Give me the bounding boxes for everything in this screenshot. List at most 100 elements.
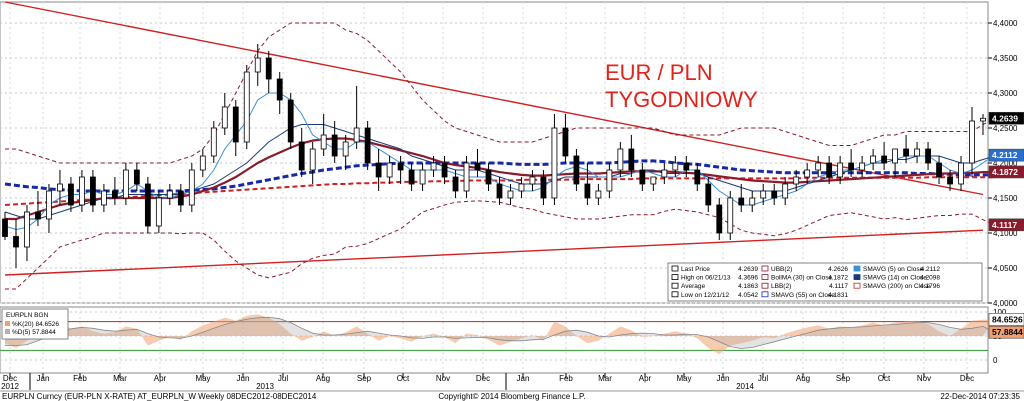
x-tick-label: Jun — [717, 374, 730, 383]
stoch-d-swatch — [5, 329, 10, 334]
candle-body — [892, 148, 898, 164]
legend-label: SMAVG (55) on Close — [771, 292, 835, 299]
candle-body — [375, 162, 382, 178]
candle-body — [826, 162, 833, 178]
candle-body — [35, 211, 41, 220]
legend-swatch — [671, 274, 679, 281]
candle-body — [540, 176, 547, 199]
x-tick-label: Apr — [639, 374, 652, 383]
x-tick-label: Feb — [559, 374, 573, 383]
x-tick-label: Aug — [796, 374, 810, 383]
value-tag: 4.2639 — [992, 113, 1018, 123]
footer-center: Copyright© 2014 Bloomberg Finance L.P. — [438, 392, 585, 401]
legend-swatch — [671, 282, 679, 289]
legend-label: SMAVG (200) on Close — [863, 283, 931, 290]
x-tick-label: Jan — [517, 374, 530, 383]
candle-body — [386, 162, 393, 178]
candle-body — [848, 162, 855, 171]
stochastic-panel — [0, 314, 995, 355]
legend-label: LBB(2) — [771, 283, 791, 290]
candle-body — [441, 162, 448, 178]
stoch-d-label: %D(5) 57.8844 — [12, 329, 56, 336]
x-tick-label: Mar — [598, 374, 612, 383]
candle-body — [925, 148, 931, 164]
legend-value: 4.2626 — [828, 266, 848, 273]
candle-body — [529, 176, 536, 185]
axes: 4,4000 4,3500 4,3000 4,2500 4,2000 4,1500 4,10… — [1, 19, 1024, 391]
candle-body — [364, 127, 371, 164]
y-tick-label: 4,2500 — [993, 124, 1018, 133]
y-tick-label: 4,4000 — [993, 19, 1018, 28]
candle-body — [111, 190, 118, 199]
x-tick-label: Dec — [476, 374, 490, 383]
legend-swatch — [853, 274, 861, 281]
candle-body — [573, 155, 580, 185]
candle-body — [980, 117, 986, 122]
legend-value: 4.0542 — [738, 292, 758, 299]
sub-tick-label: 100 — [993, 308, 1007, 317]
candle-body — [221, 106, 228, 129]
candle-body — [144, 183, 151, 227]
legend-box — [667, 262, 983, 302]
candle-body — [177, 190, 184, 206]
candle-body — [551, 127, 558, 199]
candle-body — [474, 162, 481, 171]
y-tick-label: 4,1500 — [993, 194, 1018, 203]
legend-value: 4.2112 — [921, 266, 941, 273]
candle-body — [166, 190, 173, 199]
x-tick-label: Sep — [836, 374, 851, 383]
value-tag: 4.1872 — [992, 167, 1018, 177]
candle-body — [342, 141, 349, 157]
value-tag: 4.1117 — [992, 220, 1017, 230]
year-label: 2014 — [736, 382, 754, 391]
footer-right: 22-Dec-2014 07:23:35 — [940, 392, 1020, 401]
legend-label: BollMA (30) on Close — [771, 275, 832, 282]
candle-body — [771, 190, 778, 199]
candle-body — [881, 155, 888, 164]
x-tick-label: Oct — [397, 374, 410, 383]
candle-body — [79, 176, 85, 206]
subplot-frame — [0, 306, 989, 374]
x-tick-label: Mar — [113, 374, 127, 383]
candle-body — [969, 120, 975, 164]
stochastic-legend: EURPLN BGN %K(20) 84.6526%D(5) 57.8844 — [1, 308, 69, 340]
y-tick-label: 4,3500 — [993, 54, 1018, 63]
candle-body — [24, 211, 30, 248]
candle-body — [419, 169, 426, 185]
year-label: 2013 — [256, 382, 274, 391]
legend-swatch — [761, 265, 769, 272]
candle-body — [397, 162, 404, 171]
legend-label: Low on 12/21/12 — [681, 292, 729, 299]
sub-tick-label: 0 — [993, 356, 998, 365]
candle-body — [298, 141, 305, 171]
candle-body — [254, 57, 261, 73]
value-tag-bg — [988, 218, 1024, 232]
candle-body — [606, 169, 613, 192]
value-tag-bg — [988, 111, 1024, 125]
stoch-legend-box — [1, 308, 69, 340]
x-tick-label: Aug — [316, 374, 330, 383]
x-tick-label: Sep — [357, 374, 372, 383]
candle-body — [958, 162, 964, 185]
candle-body — [276, 78, 283, 101]
legend-value: 4.1796 — [920, 283, 940, 290]
legend-swatch — [761, 274, 769, 281]
candle-body — [870, 155, 877, 164]
x-tick-label: Jul — [758, 374, 768, 383]
legend-value: 4.1863 — [738, 283, 758, 290]
sub-value-tag-bg — [988, 325, 1024, 339]
candle-body — [705, 183, 712, 206]
y-tick-label: 4,3000 — [993, 89, 1018, 98]
candle-body — [496, 183, 503, 199]
candle-body — [859, 162, 866, 171]
candle-body — [452, 176, 459, 192]
sub-value-tag: 84.6526 — [992, 314, 1023, 324]
candle-body — [199, 155, 206, 171]
stoch-legend-title: EURPLN BGN — [6, 312, 49, 319]
candle-body — [617, 148, 624, 171]
candle-body — [914, 148, 920, 157]
candle-body — [507, 190, 514, 199]
candle-body — [947, 176, 953, 185]
candle-body — [331, 134, 338, 157]
